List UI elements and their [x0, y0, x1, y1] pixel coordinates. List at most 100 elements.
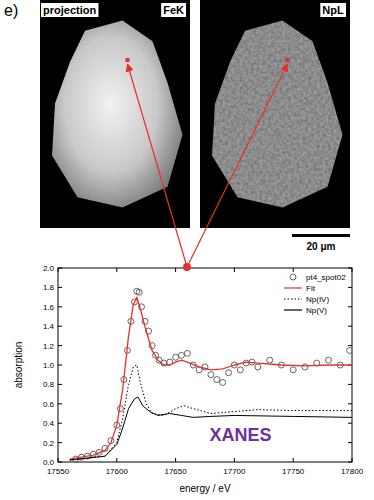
y-tick: [348, 442, 352, 443]
scale-bar-label: 20 μm: [307, 241, 336, 252]
y-tick: [348, 403, 352, 404]
spot-marker: [126, 58, 130, 62]
y-tick: [58, 365, 62, 366]
y-tick-label: 0.8: [43, 380, 55, 389]
pointer-arrow: [128, 64, 188, 267]
particle: [52, 20, 183, 207]
series-line: [70, 397, 352, 460]
x-tick: [352, 268, 353, 272]
data-point: [136, 289, 142, 295]
image-label: FeK: [163, 4, 184, 16]
x-tick: [234, 268, 235, 272]
y-tick: [348, 423, 352, 424]
x-tick: [234, 458, 235, 462]
legend-label: pt4_spot02: [306, 273, 346, 282]
y-tick-label: 1.0: [43, 361, 55, 370]
image-label: projection: [43, 4, 96, 16]
data-point: [214, 377, 220, 383]
y-tick: [58, 287, 62, 288]
micrograph: projection FeK: [40, 0, 190, 228]
y-tick: [58, 268, 62, 269]
y-tick: [348, 268, 352, 269]
x-tick-label: 17550: [47, 467, 70, 476]
legend-symbol: [284, 309, 302, 310]
data-point: [184, 350, 190, 356]
x-tick: [175, 458, 176, 462]
y-tick: [58, 403, 62, 404]
y-tick-label: 0.4: [43, 419, 55, 428]
x-tick-label: 17700: [223, 467, 246, 476]
particle: [212, 20, 343, 207]
plot-frame: [58, 268, 352, 462]
label-box: [320, 3, 346, 17]
legend: pt4_spot02 Fit Np(IV) Np(V): [284, 273, 346, 315]
data-point: [255, 364, 261, 370]
data-layer: [70, 288, 352, 462]
y-tick: [348, 287, 352, 288]
data-point: [237, 367, 243, 373]
x-tick: [352, 458, 353, 462]
data-point: [208, 372, 214, 378]
legend-symbol: [284, 287, 302, 288]
legend-label: Np(IV): [306, 295, 329, 304]
x-tick: [116, 458, 117, 462]
y-tick-label: 0.6: [43, 400, 55, 409]
label-box: [41, 3, 98, 17]
y-tick: [58, 326, 62, 327]
y-tick: [58, 423, 62, 424]
x-tick: [58, 458, 59, 462]
y-axis-title: absorption: [13, 342, 24, 389]
image-label: NpL: [322, 4, 344, 16]
x-tick: [293, 268, 294, 272]
y-tick-label: 1.4: [43, 322, 55, 331]
series-line: [70, 297, 352, 459]
y-tick-label: 2.0: [43, 264, 55, 273]
series-line: [70, 365, 352, 460]
x-tick-label: 17600: [106, 467, 129, 476]
legend-label: Np(V): [306, 306, 327, 315]
panel-label: e): [4, 2, 18, 19]
micrograph: NpL: [200, 0, 350, 228]
image-background: [200, 0, 350, 228]
legend-label: Fit: [306, 284, 316, 293]
label-box: [161, 3, 186, 17]
y-tick-label: 1.8: [43, 283, 55, 292]
y-tick: [58, 345, 62, 346]
data-point: [220, 379, 226, 385]
data-point: [173, 354, 179, 360]
y-tick-label: 1.2: [43, 342, 55, 351]
figure: e) projection FeK NpL 20 μm 17550 17600 17650 17…: [0, 0, 374, 500]
annotation: XANES: [209, 425, 271, 445]
y-tick: [348, 306, 352, 307]
x-axis-title: energy / eV: [179, 483, 230, 494]
x-tick-label: 17800: [341, 467, 364, 476]
y-tick: [348, 345, 352, 346]
y-tick: [58, 384, 62, 385]
data-point: [178, 352, 184, 358]
data-point: [290, 367, 296, 373]
y-tick: [348, 384, 352, 385]
x-tick-label: 17650: [164, 467, 187, 476]
y-tick: [58, 442, 62, 443]
spot-marker: [286, 58, 290, 62]
y-tick: [348, 326, 352, 327]
x-tick-label: 17750: [282, 467, 305, 476]
pointer-origin: [183, 263, 191, 271]
y-tick: [58, 462, 62, 463]
scale-bar: [292, 234, 350, 237]
image-background: [40, 0, 190, 228]
y-tick: [58, 306, 62, 307]
data-point: [325, 357, 331, 363]
x-tick: [293, 458, 294, 462]
y-tick: [348, 462, 352, 463]
pointer-arrow: [187, 64, 288, 267]
x-tick: [116, 268, 117, 272]
legend-symbol: [290, 274, 296, 280]
y-tick-label: 0.0: [43, 458, 55, 467]
data-point: [267, 357, 273, 363]
data-point: [226, 370, 232, 376]
data-point: [302, 364, 308, 370]
x-tick: [175, 268, 176, 272]
data-point: [347, 347, 352, 353]
y-tick-label: 0.2: [43, 439, 55, 448]
